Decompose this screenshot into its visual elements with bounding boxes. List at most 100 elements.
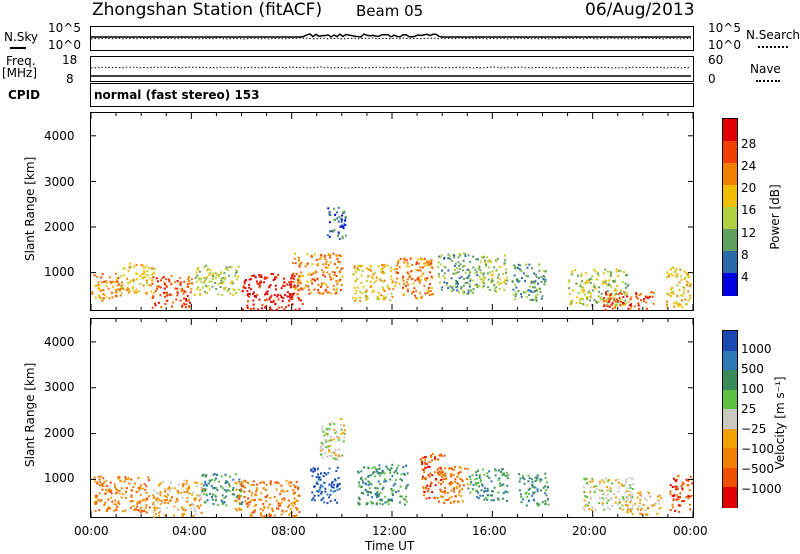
data-cell xyxy=(250,483,253,486)
data-cell xyxy=(405,265,408,268)
data-cell xyxy=(174,287,177,290)
data-cell xyxy=(154,304,157,307)
data-cell xyxy=(202,493,205,496)
data-cell xyxy=(375,279,378,282)
data-cell xyxy=(428,283,431,286)
data-cell xyxy=(259,280,262,283)
data-cell xyxy=(144,276,147,279)
data-cell xyxy=(459,471,462,474)
data-cell xyxy=(283,277,286,280)
data-cell xyxy=(237,265,240,268)
data-cell xyxy=(291,276,294,278)
data-cell xyxy=(452,488,455,490)
data-cell xyxy=(540,280,543,283)
data-cell xyxy=(607,480,610,483)
data-cell xyxy=(296,508,299,511)
data-cell xyxy=(688,495,691,498)
data-cell xyxy=(208,479,211,482)
data-cell xyxy=(421,461,424,464)
data-cell xyxy=(217,293,220,296)
data-cell xyxy=(322,273,325,276)
data-cell xyxy=(390,269,392,272)
data-cell xyxy=(336,211,338,214)
data-cell xyxy=(298,277,301,280)
data-cell xyxy=(390,266,392,269)
data-cell xyxy=(95,500,98,503)
data-cell xyxy=(136,505,139,508)
data-cell xyxy=(197,268,200,271)
data-cell xyxy=(386,501,388,504)
data-cell xyxy=(491,273,494,276)
data-cell xyxy=(242,485,245,488)
data-cell xyxy=(265,305,268,308)
data-cell xyxy=(659,506,662,509)
data-cell xyxy=(153,509,156,512)
data-cell xyxy=(433,497,436,500)
data-cell xyxy=(225,481,228,484)
data-cell xyxy=(471,474,474,477)
data-cell xyxy=(131,286,134,289)
data-cell xyxy=(475,477,478,480)
data-cell xyxy=(630,303,632,306)
data-cell xyxy=(197,277,200,280)
data-cell xyxy=(680,278,683,281)
data-cell xyxy=(428,475,431,478)
data-cell xyxy=(390,275,393,278)
data-cell xyxy=(217,274,220,277)
data-cell xyxy=(649,495,652,498)
data-cell xyxy=(120,496,123,499)
data-cell xyxy=(493,266,496,269)
data-cell xyxy=(503,288,506,291)
velocity-cb-segment xyxy=(723,448,737,469)
data-cell xyxy=(402,275,405,278)
data-cell xyxy=(422,486,425,489)
data-cell xyxy=(496,257,499,260)
data-cell xyxy=(185,299,188,302)
data-cell xyxy=(512,293,515,296)
data-cell xyxy=(528,294,530,296)
data-cell xyxy=(639,491,642,494)
power-cb-tick-4: 4 xyxy=(741,270,749,284)
data-cell xyxy=(191,282,194,285)
data-cell xyxy=(277,507,280,510)
data-cell xyxy=(372,471,375,473)
data-cell xyxy=(105,296,108,299)
data-cell xyxy=(264,496,267,499)
data-cell xyxy=(497,498,500,501)
data-cell xyxy=(379,279,382,282)
data-cell xyxy=(499,266,501,268)
data-cell xyxy=(406,262,409,265)
data-cell xyxy=(157,498,160,500)
data-cell xyxy=(675,487,678,490)
data-cell xyxy=(334,448,337,451)
data-cell xyxy=(444,478,447,481)
data-cell xyxy=(446,499,449,501)
data-cell xyxy=(534,280,537,283)
data-cell xyxy=(612,296,615,299)
data-cell xyxy=(293,484,296,487)
data-cell xyxy=(377,265,380,268)
data-cell xyxy=(367,480,370,483)
data-cell xyxy=(250,515,252,518)
data-cell xyxy=(626,510,629,513)
data-cell xyxy=(120,487,123,490)
data-cell xyxy=(343,424,345,427)
data-cell xyxy=(630,305,633,308)
data-cell xyxy=(176,499,179,502)
data-cell xyxy=(118,502,121,505)
data-cell xyxy=(542,274,545,277)
data-cell xyxy=(486,489,489,492)
data-cell xyxy=(459,254,462,257)
data-cell xyxy=(234,507,237,510)
data-cell xyxy=(372,472,374,475)
data-cell xyxy=(472,266,475,269)
data-cell xyxy=(139,511,142,514)
data-cell xyxy=(406,288,409,291)
data-cell xyxy=(186,489,189,491)
data-cell xyxy=(171,305,173,308)
data-cell xyxy=(296,284,299,287)
data-cell xyxy=(604,268,607,271)
data-cell xyxy=(331,480,334,483)
data-cell xyxy=(248,283,251,286)
